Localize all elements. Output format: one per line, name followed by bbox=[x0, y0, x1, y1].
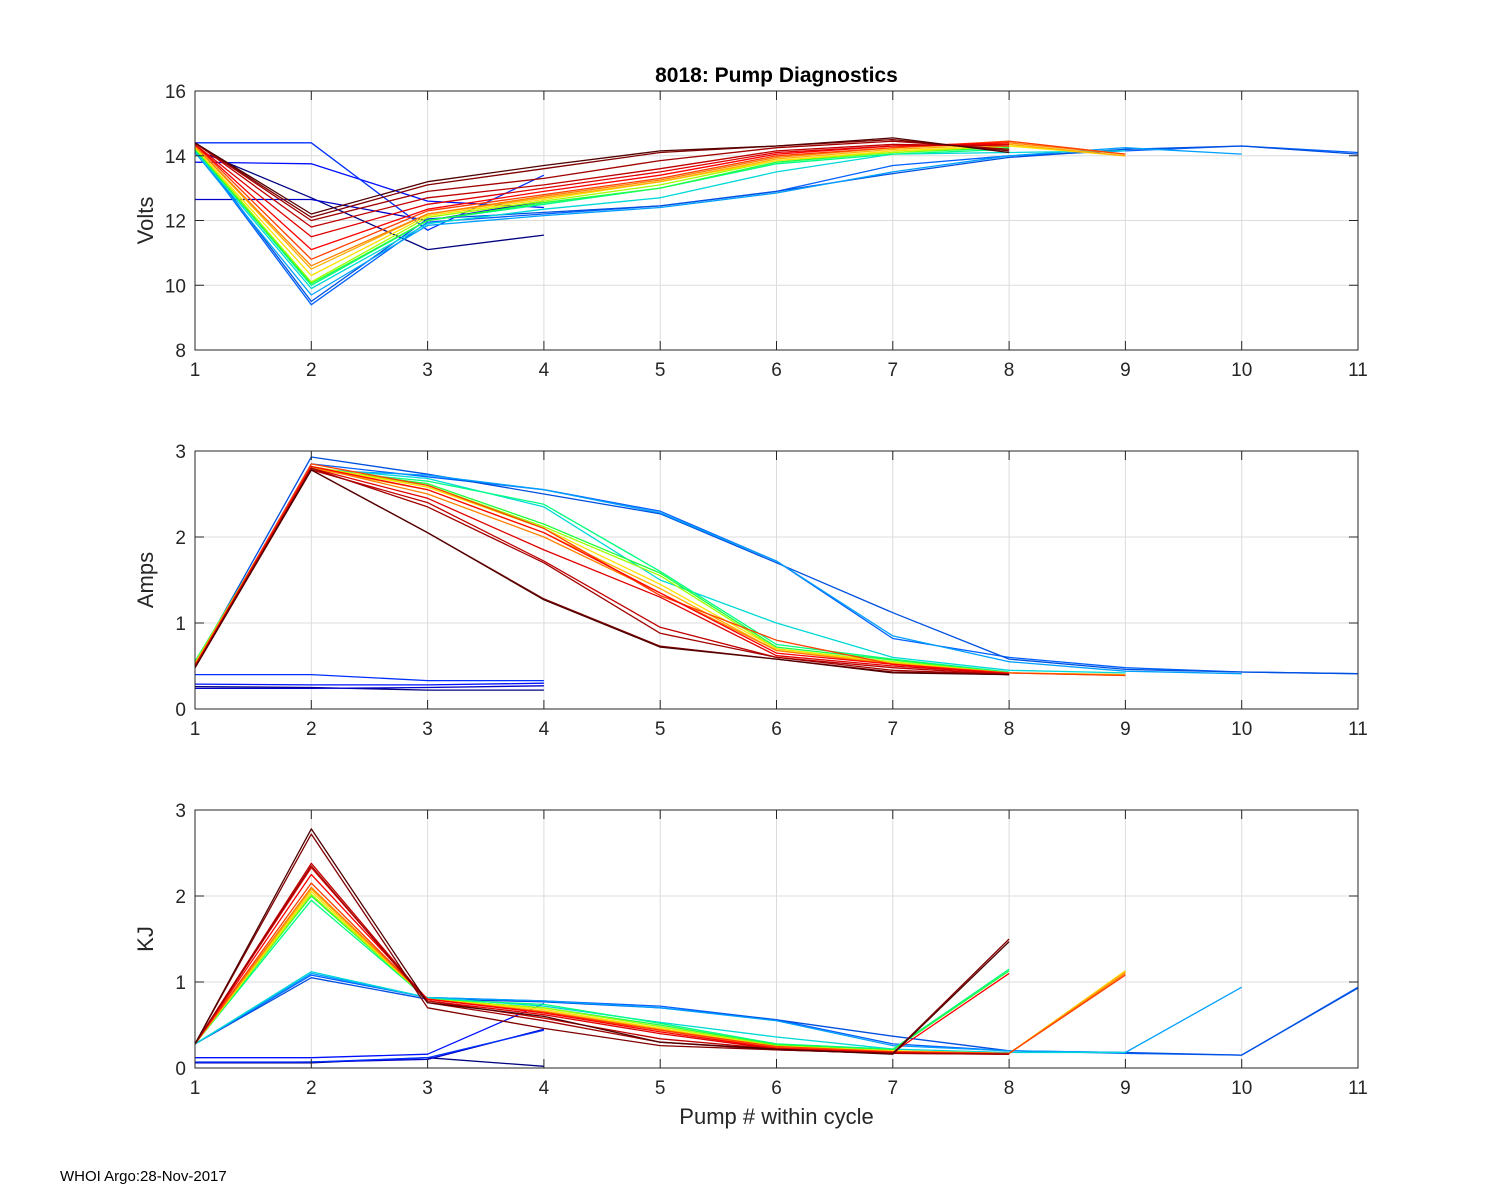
series-line-s6 bbox=[194, 977, 1359, 1056]
series-line-s4 bbox=[195, 1029, 545, 1063]
series-line-s21 bbox=[194, 137, 1010, 215]
series-line-s3 bbox=[195, 1002, 545, 1059]
x-tick-label: 4 bbox=[539, 719, 550, 740]
x-tick-label: 3 bbox=[422, 719, 433, 740]
series-line-s21 bbox=[194, 469, 1010, 676]
x-tick-label: 6 bbox=[771, 360, 782, 381]
series-line-s7 bbox=[194, 972, 1243, 1054]
y-tick-label: 1 bbox=[175, 614, 186, 635]
x-tick-label: 9 bbox=[1120, 360, 1131, 381]
x-tick-label: 6 bbox=[771, 719, 782, 740]
series-line-s18 bbox=[194, 469, 1010, 676]
series-line-s18 bbox=[194, 142, 1010, 228]
series-group bbox=[194, 137, 1359, 306]
x-tick-label: 10 bbox=[1231, 1078, 1252, 1099]
series-line-s6 bbox=[194, 456, 1359, 675]
x-tick-label: 8 bbox=[1004, 360, 1015, 381]
y-tick-label: 0 bbox=[175, 1059, 186, 1080]
series-line-s9 bbox=[194, 899, 1010, 1050]
series-line-s17 bbox=[194, 467, 1010, 675]
y-tick-label: 14 bbox=[165, 147, 187, 168]
series-line-s19 bbox=[194, 140, 1010, 222]
y-tick-label: 8 bbox=[175, 341, 186, 362]
x-tick-label: 11 bbox=[1348, 1078, 1368, 1099]
y-tick-label: 10 bbox=[165, 276, 186, 297]
y-tick-label: 12 bbox=[165, 212, 186, 233]
series-line-s7 bbox=[194, 469, 1242, 675]
series-line-s17 bbox=[194, 866, 1010, 1055]
y-tick-label: 3 bbox=[175, 801, 186, 822]
y-axis-label: Volts bbox=[133, 197, 158, 245]
series-line-s3 bbox=[194, 682, 544, 686]
series-line-s15 bbox=[194, 882, 1126, 1055]
series-line-s3 bbox=[194, 161, 544, 209]
x-tick-label: 5 bbox=[655, 719, 666, 740]
x-tick-label: 1 bbox=[190, 1078, 201, 1099]
series-line-s19 bbox=[194, 467, 1010, 676]
x-tick-label: 2 bbox=[306, 360, 317, 381]
y-tick-label: 2 bbox=[175, 887, 186, 908]
x-tick-label: 8 bbox=[1004, 719, 1015, 740]
y-tick-label: 0 bbox=[175, 700, 186, 721]
x-tick-label: 1 bbox=[190, 360, 201, 381]
chart-title: 8018: Pump Diagnostics bbox=[655, 64, 898, 87]
y-tick-label: 2 bbox=[175, 528, 186, 549]
x-tick-label: 7 bbox=[888, 360, 899, 381]
x-tick-label: 10 bbox=[1231, 719, 1252, 740]
x-tick-label: 8 bbox=[1004, 1078, 1015, 1099]
series-line-s11 bbox=[194, 145, 1010, 283]
series-line-s6 bbox=[194, 145, 1359, 303]
x-tick-label: 5 bbox=[655, 360, 666, 381]
y-tick-label: 3 bbox=[175, 442, 186, 463]
x-tick-label: 7 bbox=[888, 719, 899, 740]
series-line-s17 bbox=[194, 143, 1010, 238]
series-line-s10 bbox=[194, 895, 1010, 1051]
x-tick-label: 3 bbox=[422, 1078, 433, 1099]
x-tick-label: 9 bbox=[1120, 1078, 1131, 1099]
series-line-s8 bbox=[194, 971, 1126, 1054]
x-tick-label: 2 bbox=[306, 719, 317, 740]
y-tick-label: 16 bbox=[165, 82, 186, 103]
x-tick-label: 10 bbox=[1231, 360, 1252, 381]
series-group bbox=[194, 456, 1359, 691]
series-line-s20 bbox=[194, 138, 1010, 218]
series-line-s2 bbox=[195, 685, 544, 690]
x-tick-label: 11 bbox=[1348, 719, 1368, 740]
x-tick-label: 11 bbox=[1348, 360, 1368, 381]
series-line-s16 bbox=[194, 465, 1010, 675]
series-line-s4 bbox=[195, 673, 544, 682]
series-line-s9 bbox=[194, 148, 1010, 286]
y-axis-label: KJ bbox=[133, 926, 158, 952]
y-axis-label: Amps bbox=[133, 552, 158, 608]
x-tick-label: 1 bbox=[190, 719, 201, 740]
x-axis-label: Pump # within cycle bbox=[679, 1104, 873, 1129]
x-tick-label: 6 bbox=[771, 1078, 782, 1099]
series-line-s1 bbox=[194, 685, 544, 691]
series-line-s2 bbox=[195, 198, 545, 222]
series-group bbox=[194, 828, 1359, 1067]
x-tick-label: 4 bbox=[539, 360, 550, 381]
x-tick-label: 5 bbox=[655, 1078, 666, 1099]
series-line-s21 bbox=[194, 828, 1010, 1055]
series-line-s8 bbox=[194, 150, 1126, 290]
footer-label: WHOI Argo:28-Nov-2017 bbox=[60, 1168, 227, 1185]
x-tick-label: 3 bbox=[422, 360, 433, 381]
series-line-s1 bbox=[194, 148, 544, 251]
x-tick-label: 4 bbox=[539, 1078, 550, 1099]
y-tick-label: 1 bbox=[175, 973, 186, 994]
x-tick-label: 9 bbox=[1120, 719, 1131, 740]
x-tick-label: 7 bbox=[888, 1078, 899, 1099]
x-tick-label: 2 bbox=[306, 1078, 317, 1099]
